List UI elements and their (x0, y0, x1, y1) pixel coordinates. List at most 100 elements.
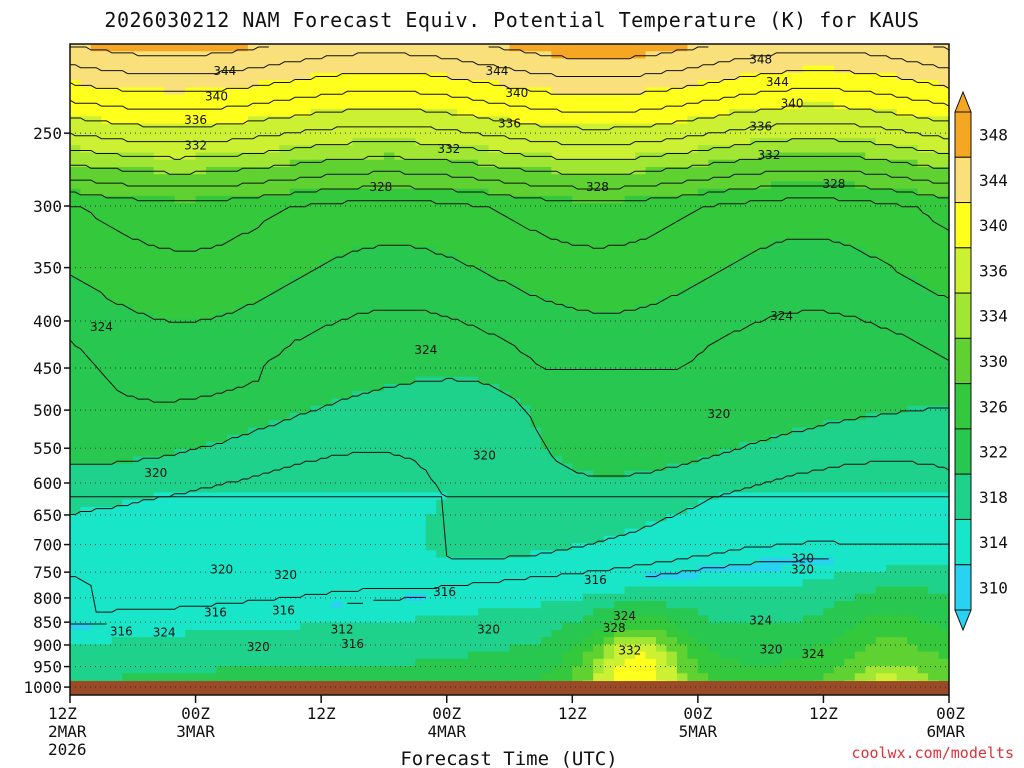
field-cell (425, 658, 437, 667)
field-cell (153, 593, 165, 602)
field-cell (164, 224, 176, 233)
field-cell (331, 441, 343, 450)
field-cell (174, 326, 186, 334)
field-cell (101, 333, 113, 342)
field-cell (478, 463, 490, 472)
field-cell (488, 557, 500, 566)
field-cell (321, 261, 333, 269)
field-cell (373, 297, 385, 305)
field-cell (132, 564, 144, 573)
field-cell (101, 593, 113, 602)
field-cell (174, 261, 186, 269)
field-cell (101, 58, 113, 67)
field-cell (342, 463, 354, 472)
field-cell (404, 463, 416, 472)
field-cell (331, 622, 343, 631)
field-cell (436, 109, 448, 117)
field-cell (540, 405, 552, 414)
field-cell (394, 275, 406, 284)
field-cell (499, 297, 511, 305)
field-cell (226, 123, 239, 132)
field-cell (394, 224, 406, 233)
field-cell (289, 275, 301, 284)
field-cell (70, 398, 82, 407)
field-cell (90, 289, 102, 298)
field-cell (404, 383, 416, 392)
field-cell (582, 181, 594, 190)
field-cell (394, 651, 406, 660)
field-cell (216, 217, 228, 226)
field-cell (467, 333, 479, 342)
field-cell (237, 326, 249, 334)
field-cell (352, 166, 364, 175)
field-cell (572, 427, 584, 436)
field-cell (561, 174, 573, 183)
field-cell (614, 217, 626, 226)
field-cell (247, 543, 259, 551)
field-cell (603, 658, 615, 667)
field-cell (551, 550, 563, 559)
field-cell (352, 130, 364, 139)
field-cell (70, 138, 82, 146)
field-cell (478, 600, 490, 609)
field-cell (195, 550, 207, 559)
field-cell (279, 181, 291, 190)
field-cell (132, 65, 144, 74)
field-cell (289, 362, 301, 371)
field-cell (247, 116, 259, 125)
field-cell (509, 340, 521, 349)
field-cell (478, 362, 490, 371)
field-cell (436, 557, 448, 566)
field-cell (164, 101, 176, 110)
field-cell (164, 651, 176, 660)
field-cell (635, 181, 647, 190)
field-cell (342, 564, 354, 573)
field-cell (425, 109, 437, 117)
field-cell (582, 101, 594, 110)
field-cell (268, 253, 280, 262)
field-cell (614, 449, 626, 457)
field-cell (258, 673, 270, 682)
field-cell (478, 651, 490, 660)
field-cell (310, 318, 322, 327)
field-cell (164, 246, 176, 255)
field-cell (415, 203, 427, 211)
field-cell (645, 94, 657, 103)
field-cell (582, 369, 594, 378)
field-cell (90, 58, 102, 67)
field-cell (415, 478, 427, 486)
field-cell (404, 304, 416, 313)
field-cell (603, 311, 615, 320)
field-cell (132, 72, 144, 81)
field-cell (499, 362, 511, 371)
field-cell (300, 369, 312, 378)
field-cell (561, 282, 573, 291)
field-cell (635, 188, 647, 197)
field-cell (509, 376, 521, 385)
field-cell (467, 326, 479, 334)
field-cell (478, 159, 490, 168)
field-cell (90, 195, 102, 204)
field-cell (289, 376, 301, 385)
field-cell (258, 174, 270, 183)
field-cell (143, 362, 155, 371)
field-cell (582, 658, 594, 667)
field-cell (132, 644, 144, 653)
field-cell (540, 326, 552, 334)
field-cell (436, 398, 448, 407)
field-cell (101, 456, 113, 465)
field-cell (488, 58, 500, 67)
field-cell (80, 246, 92, 255)
field-cell (425, 564, 437, 573)
field-cell (164, 217, 176, 226)
field-cell (425, 441, 437, 450)
field-cell (80, 311, 92, 320)
field-cell (624, 145, 636, 154)
field-cell (363, 420, 375, 428)
field-cell (258, 535, 270, 544)
field-cell (551, 318, 563, 327)
field-cell (164, 282, 176, 291)
field-cell (572, 405, 584, 414)
field-cell (624, 340, 636, 349)
field-cell (572, 239, 584, 248)
